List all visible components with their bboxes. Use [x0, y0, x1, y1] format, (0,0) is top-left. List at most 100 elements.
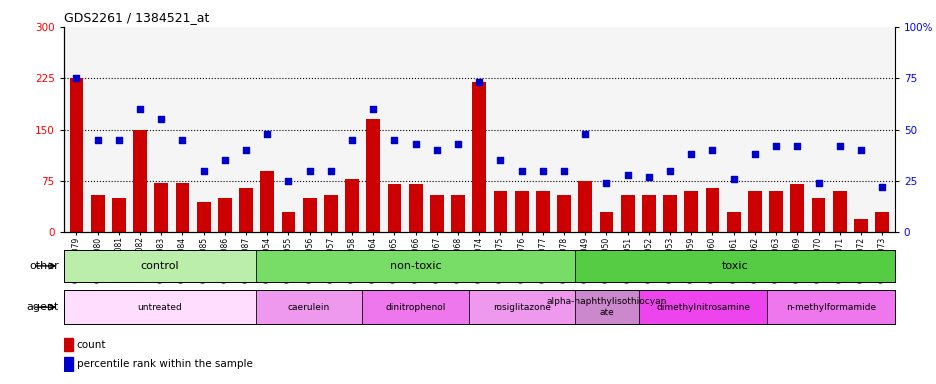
- Point: [217, 157, 232, 164]
- Bar: [256, 290, 361, 324]
- Point: [556, 167, 571, 174]
- Point: [598, 180, 613, 186]
- Text: rosiglitazone: rosiglitazone: [492, 303, 550, 312]
- Point: [873, 184, 888, 190]
- Point: [387, 137, 402, 143]
- Bar: [853, 218, 867, 232]
- Bar: [468, 290, 575, 324]
- Bar: [683, 191, 697, 232]
- Bar: [260, 170, 274, 232]
- Bar: [535, 191, 549, 232]
- Bar: [638, 290, 767, 324]
- Point: [175, 137, 190, 143]
- Bar: [621, 195, 634, 232]
- Bar: [726, 212, 739, 232]
- Text: toxic: toxic: [721, 261, 748, 271]
- Text: non-toxic: non-toxic: [389, 261, 441, 271]
- Bar: [344, 179, 358, 232]
- Bar: [133, 129, 147, 232]
- Text: control: control: [140, 261, 179, 271]
- Point: [471, 79, 486, 85]
- Point: [408, 141, 423, 147]
- Point: [768, 143, 782, 149]
- Bar: [641, 195, 655, 232]
- Point: [534, 167, 549, 174]
- Bar: [64, 357, 73, 371]
- Text: dinitrophenol: dinitrophenol: [385, 303, 445, 312]
- Bar: [747, 191, 761, 232]
- Point: [111, 137, 126, 143]
- Text: caerulein: caerulein: [287, 303, 329, 312]
- Point: [662, 167, 677, 174]
- Point: [514, 167, 529, 174]
- Point: [154, 116, 168, 122]
- Bar: [557, 195, 570, 232]
- Text: agent: agent: [26, 302, 59, 312]
- Point: [259, 131, 274, 137]
- Bar: [91, 195, 105, 232]
- Bar: [578, 181, 592, 232]
- Point: [747, 151, 762, 157]
- Bar: [281, 212, 295, 232]
- Point: [578, 131, 592, 137]
- Point: [789, 143, 804, 149]
- Bar: [218, 198, 231, 232]
- Bar: [599, 212, 613, 232]
- Bar: [472, 82, 486, 232]
- Text: other: other: [29, 261, 59, 271]
- Bar: [64, 338, 73, 351]
- Bar: [408, 184, 422, 232]
- Point: [365, 106, 380, 112]
- Bar: [388, 184, 401, 232]
- Bar: [514, 191, 528, 232]
- Point: [683, 151, 698, 157]
- Point: [301, 167, 316, 174]
- Point: [492, 157, 507, 164]
- Bar: [361, 290, 468, 324]
- Text: percentile rank within the sample: percentile rank within the sample: [77, 359, 253, 369]
- Bar: [874, 212, 888, 232]
- Bar: [175, 183, 189, 232]
- Point: [641, 174, 656, 180]
- Bar: [256, 250, 575, 282]
- Bar: [451, 195, 464, 232]
- Text: untreated: untreated: [137, 303, 182, 312]
- Text: alpha-naphthylisothiocyan
ate: alpha-naphthylisothiocyan ate: [547, 298, 666, 317]
- Bar: [811, 198, 825, 232]
- Point: [725, 176, 740, 182]
- Text: n-methylformamide: n-methylformamide: [785, 303, 875, 312]
- Point: [811, 180, 826, 186]
- Bar: [767, 290, 894, 324]
- Point: [429, 147, 444, 153]
- Point: [620, 172, 635, 178]
- Point: [344, 137, 359, 143]
- Bar: [493, 191, 506, 232]
- Bar: [324, 195, 337, 232]
- Text: count: count: [77, 340, 106, 350]
- Bar: [154, 183, 168, 232]
- Point: [196, 167, 211, 174]
- Bar: [302, 198, 316, 232]
- Point: [281, 178, 296, 184]
- Bar: [575, 290, 638, 324]
- Text: dimethylnitrosamine: dimethylnitrosamine: [655, 303, 749, 312]
- Point: [69, 75, 84, 81]
- Point: [323, 167, 338, 174]
- Bar: [197, 202, 211, 232]
- Bar: [366, 119, 380, 232]
- Text: GDS2261 / 1384521_at: GDS2261 / 1384521_at: [64, 11, 209, 24]
- Bar: [768, 191, 782, 232]
- Bar: [69, 78, 83, 232]
- Bar: [64, 290, 256, 324]
- Bar: [663, 195, 677, 232]
- Bar: [705, 188, 719, 232]
- Point: [90, 137, 105, 143]
- Point: [853, 147, 868, 153]
- Bar: [64, 250, 256, 282]
- Bar: [239, 188, 253, 232]
- Point: [239, 147, 254, 153]
- Bar: [430, 195, 444, 232]
- Bar: [832, 191, 846, 232]
- Point: [132, 106, 147, 112]
- Bar: [790, 184, 803, 232]
